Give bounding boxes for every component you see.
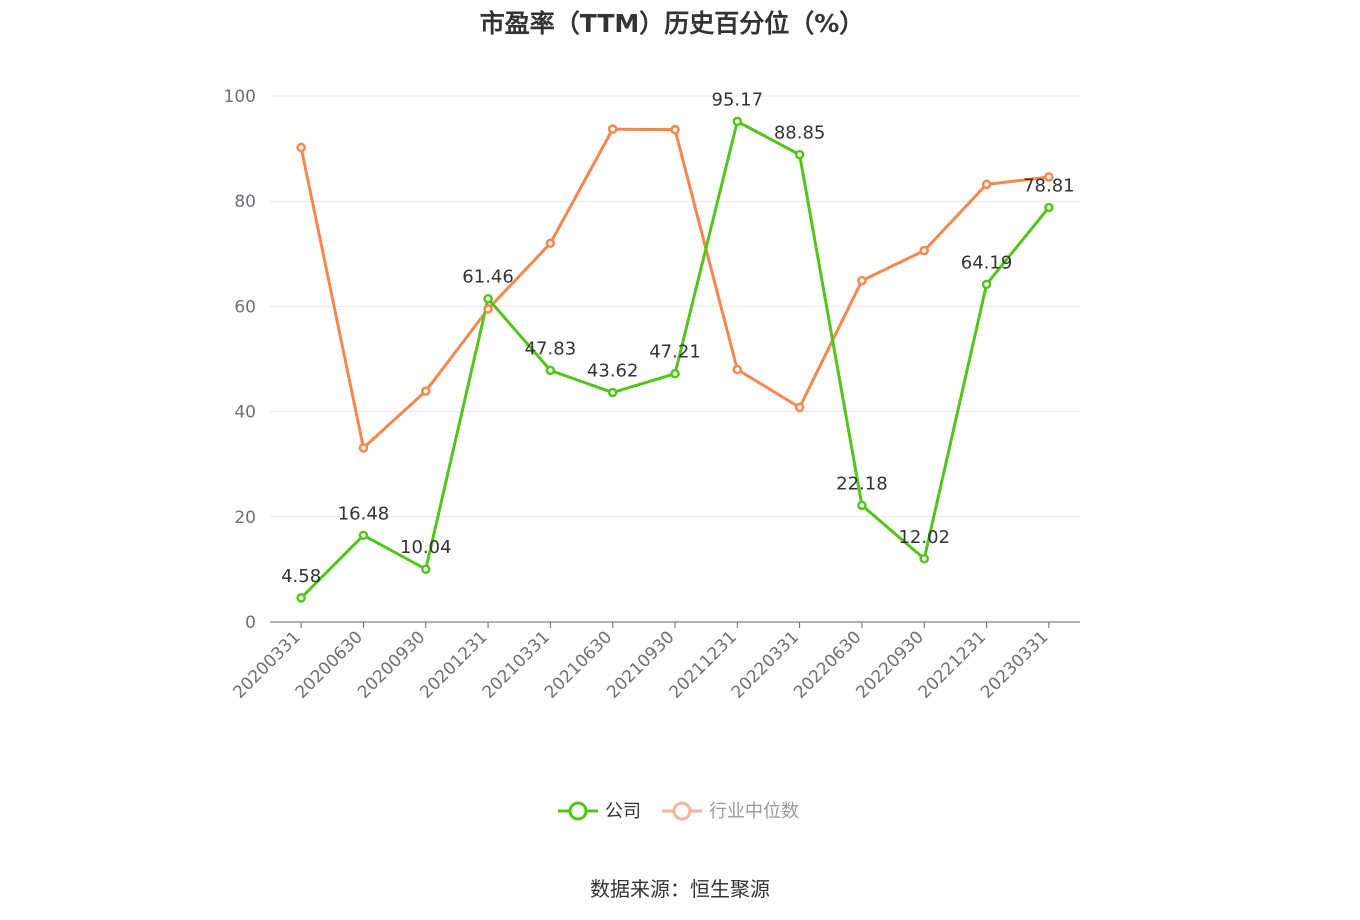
y-tick-label: 100 [224,87,256,107]
data-point[interactable] [545,238,556,249]
grid-lines [270,95,1080,518]
data-label: 22.18 [836,473,888,494]
data-point[interactable] [1044,202,1054,213]
data-label: 47.21 [649,342,701,363]
data-point[interactable] [358,443,369,453]
data-label: 78.81 [1023,175,1075,196]
data-point[interactable] [670,124,680,135]
y-tick-label: 80 [234,192,256,212]
data-point[interactable] [857,500,867,511]
data-point[interactable] [1044,172,1054,182]
data-label: 4.58 [281,566,321,587]
data-point[interactable] [919,245,929,256]
y-tick-label: 20 [234,508,256,528]
data-label: 47.83 [525,338,577,359]
legend-item-company[interactable]: 公司 [558,801,641,822]
legend-item-industry-median[interactable]: 行业中位数 [662,801,799,822]
data-label: 61.46 [462,267,514,288]
series-line-1 [299,127,1050,450]
data-point[interactable] [794,402,805,413]
data-label: 10.04 [400,537,452,558]
data-point[interactable] [545,365,556,376]
data-labels: 4.58 16.48 10.04 61.46 47.83 43.62 47.21 95.17 8… [281,89,1074,587]
y-tick-label: 0 [245,613,256,633]
source-note: 数据来源：恒生聚源 [590,877,770,901]
data-point[interactable] [794,149,805,160]
y-tick-label: 60 [234,297,256,317]
chart-title: 市盈率（TTM）历史百分位（%） [480,9,865,38]
legend-industry-label: 行业中位数 [709,801,799,822]
data-point[interactable] [421,564,431,574]
data-point[interactable] [732,116,743,127]
legend-industry-circle-icon [672,801,692,821]
data-point[interactable] [981,279,992,290]
data-point[interactable] [670,368,680,379]
data-point[interactable] [607,387,618,398]
data-label: 95.17 [712,89,764,110]
data-point[interactable] [483,293,493,304]
data-point[interactable] [483,304,493,314]
data-point[interactable] [296,593,306,603]
data-label: 12.02 [898,527,950,548]
data-label: 64.19 [961,252,1013,273]
legend-company-circle-icon [568,801,588,821]
legend-company-label: 公司 [605,801,641,822]
data-label: 88.85 [774,123,826,144]
data-point[interactable] [857,275,867,286]
data-point[interactable] [421,386,431,396]
x-tick-label: 20230331 [977,627,1052,702]
data-point[interactable] [296,142,306,153]
data-label: 43.62 [587,361,639,382]
legend: 公司 行业中位数 [558,801,799,822]
data-point[interactable] [607,124,618,134]
data-point[interactable] [981,179,992,190]
data-point[interactable] [732,364,743,375]
data-label: 16.48 [338,503,390,524]
data-points [296,116,1054,603]
y-tick-label: 40 [234,403,256,423]
data-point[interactable] [919,554,929,564]
data-point[interactable] [358,530,369,541]
